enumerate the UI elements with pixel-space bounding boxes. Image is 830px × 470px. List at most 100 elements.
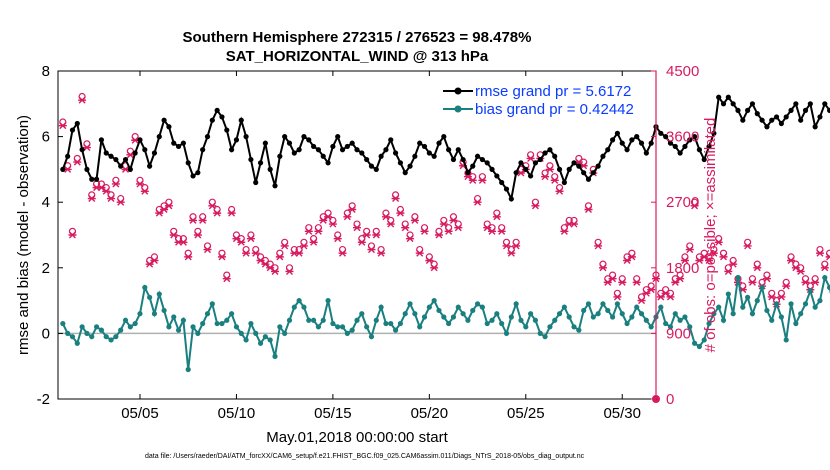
bias-point bbox=[74, 340, 80, 346]
rmse-point bbox=[436, 140, 442, 146]
rmse-point bbox=[421, 143, 428, 150]
assimilated-obs-point bbox=[169, 231, 178, 239]
bias-point bbox=[450, 314, 457, 320]
bias-point bbox=[156, 291, 162, 297]
bias-point bbox=[147, 294, 153, 300]
x-tick-label: 05/25 bbox=[507, 405, 545, 422]
rmse-point bbox=[691, 134, 698, 140]
bias-point bbox=[605, 307, 611, 314]
bias-point bbox=[518, 317, 524, 323]
x-tick-label: 05/05 bbox=[121, 405, 159, 422]
rmse-point bbox=[499, 179, 505, 186]
rmse-point bbox=[402, 170, 408, 176]
assimilated-obs-point bbox=[656, 293, 665, 301]
x-tick-label: 05/30 bbox=[603, 405, 641, 422]
assimilated-obs-point bbox=[391, 195, 400, 203]
rmse-point bbox=[547, 147, 553, 153]
rmse-point bbox=[720, 101, 727, 107]
rmse-point bbox=[619, 140, 625, 146]
rmse-point bbox=[277, 153, 283, 159]
bias-point bbox=[508, 314, 514, 320]
bias-point bbox=[248, 320, 254, 327]
rmse-point bbox=[730, 101, 736, 107]
assimilated-obs-point bbox=[647, 286, 656, 294]
assimilated-obs-point bbox=[251, 249, 260, 257]
assimilated-obs-point bbox=[767, 293, 776, 301]
bias-point bbox=[204, 311, 211, 317]
assimilated-obs-point bbox=[724, 267, 733, 275]
bias-point bbox=[79, 324, 85, 330]
assimilated-obs-point bbox=[126, 151, 135, 159]
rmse-point bbox=[556, 166, 563, 172]
bias-point bbox=[783, 337, 789, 343]
rmse-point bbox=[701, 156, 707, 163]
bias-point bbox=[754, 298, 760, 304]
bias-point bbox=[161, 307, 167, 314]
bias-series bbox=[60, 274, 830, 373]
bias-point bbox=[696, 343, 703, 350]
rmse-point bbox=[431, 153, 437, 159]
assimilated-obs-point bbox=[227, 209, 236, 217]
left-axis-label: rmse and bias (model - observation) bbox=[15, 115, 32, 355]
rmse-point bbox=[364, 156, 370, 163]
bias-point bbox=[619, 311, 625, 317]
bias-point bbox=[513, 301, 519, 307]
rmse-point bbox=[330, 143, 336, 150]
rmse-point bbox=[745, 107, 751, 113]
rmse-point bbox=[224, 127, 230, 133]
rmse-point bbox=[257, 160, 264, 166]
rmse-point bbox=[89, 176, 95, 182]
bias-point bbox=[798, 311, 804, 317]
rmse-point bbox=[127, 166, 133, 172]
rmse-point bbox=[585, 176, 592, 182]
bias-point bbox=[190, 324, 196, 330]
bias-point bbox=[412, 311, 418, 317]
bias-point bbox=[122, 317, 129, 323]
rmse-point bbox=[310, 143, 317, 150]
assimilated-obs-point bbox=[791, 264, 800, 272]
assimilated-obs-point bbox=[328, 220, 337, 228]
assimilated-obs-point bbox=[618, 278, 627, 286]
bias-point bbox=[291, 304, 297, 310]
rmse-point bbox=[190, 173, 196, 179]
rmse-point bbox=[827, 107, 830, 113]
assimilated-obs-point bbox=[256, 257, 265, 265]
rmse-point bbox=[648, 140, 654, 146]
rmse-point bbox=[98, 137, 105, 143]
rmse-point bbox=[286, 140, 293, 146]
assimilated-obs-point bbox=[357, 238, 366, 246]
rmse-point bbox=[171, 140, 177, 146]
bias-point bbox=[137, 311, 143, 317]
rmse-point bbox=[740, 117, 746, 123]
rmse-point bbox=[450, 156, 457, 163]
assimilated-obs-point bbox=[68, 231, 77, 239]
assimilated-obs-point bbox=[594, 242, 603, 250]
rmse-point bbox=[219, 114, 225, 120]
assimilated-obs-point bbox=[796, 267, 805, 275]
bias-point bbox=[108, 337, 114, 343]
assimilated-obs-point bbox=[319, 216, 328, 224]
rmse-point bbox=[103, 150, 109, 156]
rmse-point bbox=[142, 147, 148, 153]
assimilated-obs-point bbox=[719, 253, 728, 261]
assimilated-obs-point bbox=[666, 293, 675, 301]
rmse-point bbox=[667, 140, 674, 146]
assimilated-obs-point bbox=[502, 242, 511, 250]
assimilated-obs-point bbox=[58, 122, 67, 130]
bias-point bbox=[812, 304, 818, 310]
bias-point bbox=[576, 327, 582, 333]
bias-point bbox=[817, 298, 823, 304]
rmse-point bbox=[349, 140, 355, 146]
rmse-point bbox=[441, 134, 447, 140]
bias-point bbox=[706, 320, 712, 327]
assimilated-obs-point bbox=[801, 278, 810, 286]
x-axis-label: May.01,2018 00:00:00 start bbox=[266, 429, 448, 446]
rmse-point bbox=[214, 107, 220, 113]
bias-point bbox=[446, 320, 452, 327]
rmse-point bbox=[788, 107, 794, 113]
bias-point bbox=[436, 307, 442, 314]
bias-point bbox=[267, 337, 273, 343]
rmse-point bbox=[561, 179, 567, 186]
assimilated-obs-point bbox=[304, 227, 313, 235]
bias-point bbox=[238, 330, 244, 336]
